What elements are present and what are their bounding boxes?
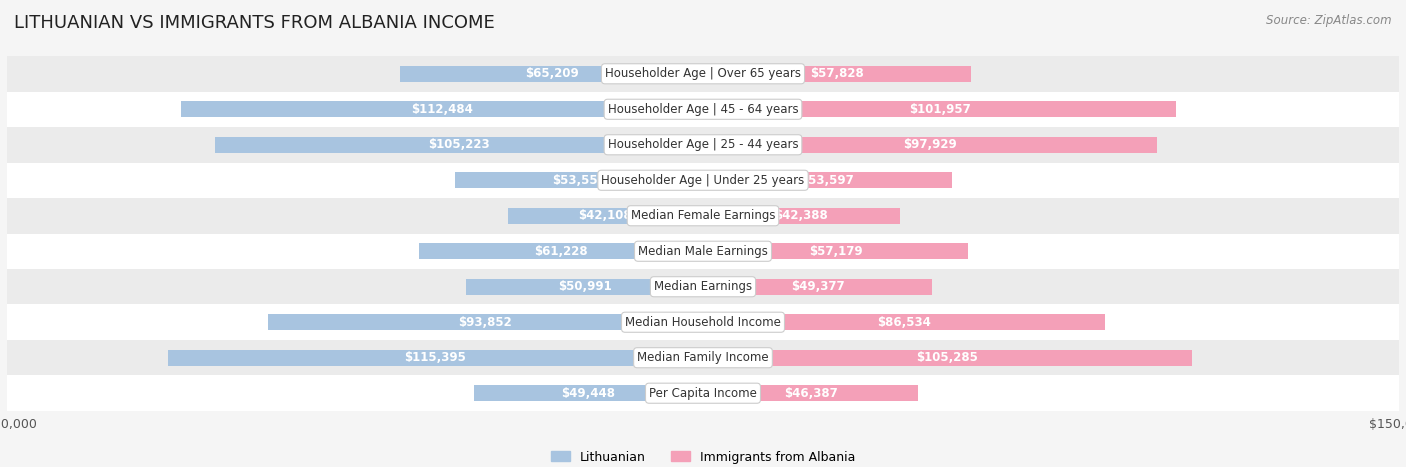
Bar	[167, 350, 703, 366]
Text: LITHUANIAN VS IMMIGRANTS FROM ALBANIA INCOME: LITHUANIAN VS IMMIGRANTS FROM ALBANIA IN…	[14, 14, 495, 32]
Text: Householder Age | 25 - 44 years: Householder Age | 25 - 44 years	[607, 138, 799, 151]
FancyBboxPatch shape	[7, 198, 1399, 234]
Bar	[703, 208, 900, 224]
Bar	[703, 279, 932, 295]
Text: Householder Age | Over 65 years: Householder Age | Over 65 years	[605, 67, 801, 80]
Bar	[181, 101, 703, 117]
Text: $53,552: $53,552	[553, 174, 606, 187]
FancyBboxPatch shape	[7, 304, 1399, 340]
Text: Median Family Income: Median Family Income	[637, 351, 769, 364]
Text: Householder Age | Under 25 years: Householder Age | Under 25 years	[602, 174, 804, 187]
Bar	[267, 314, 703, 330]
Bar	[474, 385, 703, 401]
FancyBboxPatch shape	[7, 56, 1399, 92]
Text: $42,388: $42,388	[775, 209, 828, 222]
Bar	[703, 243, 969, 259]
Bar	[508, 208, 703, 224]
FancyBboxPatch shape	[7, 163, 1399, 198]
FancyBboxPatch shape	[7, 92, 1399, 127]
Bar	[703, 350, 1191, 366]
Bar	[401, 66, 703, 82]
Bar	[703, 101, 1175, 117]
Text: $93,852: $93,852	[458, 316, 512, 329]
Text: Median Male Earnings: Median Male Earnings	[638, 245, 768, 258]
FancyBboxPatch shape	[7, 269, 1399, 304]
Text: $112,484: $112,484	[411, 103, 472, 116]
Bar	[703, 66, 972, 82]
Text: Median Household Income: Median Household Income	[626, 316, 780, 329]
Text: $97,929: $97,929	[903, 138, 957, 151]
Bar	[703, 172, 952, 188]
Text: Per Capita Income: Per Capita Income	[650, 387, 756, 400]
Text: $46,387: $46,387	[783, 387, 838, 400]
Text: $101,957: $101,957	[908, 103, 970, 116]
Text: Householder Age | 45 - 64 years: Householder Age | 45 - 64 years	[607, 103, 799, 116]
Text: $86,534: $86,534	[877, 316, 931, 329]
Text: Median Female Earnings: Median Female Earnings	[631, 209, 775, 222]
FancyBboxPatch shape	[7, 234, 1399, 269]
Text: $57,179: $57,179	[808, 245, 862, 258]
Legend: Lithuanian, Immigrants from Albania: Lithuanian, Immigrants from Albania	[546, 446, 860, 467]
Text: Source: ZipAtlas.com: Source: ZipAtlas.com	[1267, 14, 1392, 27]
FancyBboxPatch shape	[7, 375, 1399, 411]
Bar	[703, 314, 1105, 330]
Bar	[467, 279, 703, 295]
FancyBboxPatch shape	[7, 340, 1399, 375]
Text: $115,395: $115,395	[405, 351, 467, 364]
Text: $49,448: $49,448	[561, 387, 616, 400]
Bar	[454, 172, 703, 188]
Text: $61,228: $61,228	[534, 245, 588, 258]
Bar	[419, 243, 703, 259]
Text: $53,597: $53,597	[800, 174, 855, 187]
Text: $49,377: $49,377	[790, 280, 845, 293]
Bar	[215, 137, 703, 153]
Text: $42,108: $42,108	[578, 209, 633, 222]
Text: Median Earnings: Median Earnings	[654, 280, 752, 293]
Bar	[703, 385, 918, 401]
FancyBboxPatch shape	[7, 127, 1399, 163]
Text: $57,828: $57,828	[810, 67, 865, 80]
Text: $50,991: $50,991	[558, 280, 612, 293]
Text: $105,223: $105,223	[427, 138, 489, 151]
Bar	[703, 137, 1157, 153]
Text: $65,209: $65,209	[524, 67, 579, 80]
Text: $105,285: $105,285	[917, 351, 979, 364]
